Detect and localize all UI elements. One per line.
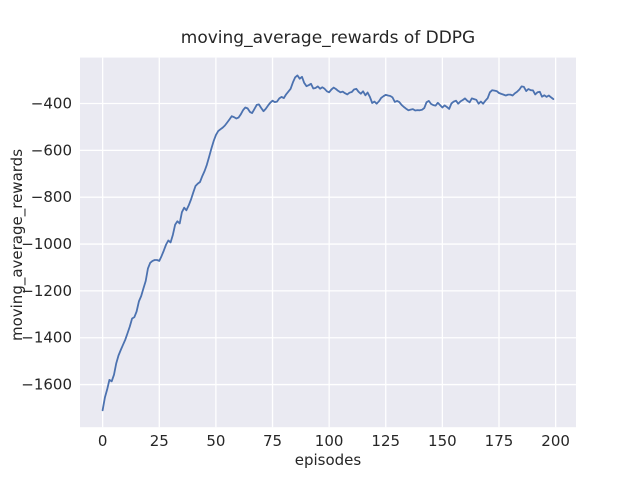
x-tick-label: 50 [206, 432, 225, 450]
x-tick-label: 125 [371, 432, 400, 450]
x-tick-label: 175 [485, 432, 514, 450]
x-tick-label: 75 [263, 432, 282, 450]
plot-area [80, 57, 576, 428]
x-tick-label: 100 [315, 432, 344, 450]
x-tick-label: 150 [428, 432, 457, 450]
x-axis-label: episodes [294, 451, 362, 469]
x-tick-label: 200 [541, 432, 570, 450]
y-tick-label: −1600 [21, 376, 72, 394]
x-tick-label: 0 [98, 432, 108, 450]
ddpg-reward-line [101, 74, 555, 412]
y-tick-label: −1200 [21, 282, 72, 300]
y-tick-label: −600 [31, 141, 72, 159]
y-tick-label: −1400 [21, 329, 72, 347]
chart-title: moving_average_rewards of DDPG [180, 28, 476, 48]
y-tick-label: −1000 [21, 235, 72, 253]
y-tick-label: −800 [31, 188, 72, 206]
y-tick-label: −400 [31, 95, 72, 113]
x-tick-label: 25 [150, 432, 169, 450]
y-axis-label: moving_average_rewards [8, 148, 26, 342]
